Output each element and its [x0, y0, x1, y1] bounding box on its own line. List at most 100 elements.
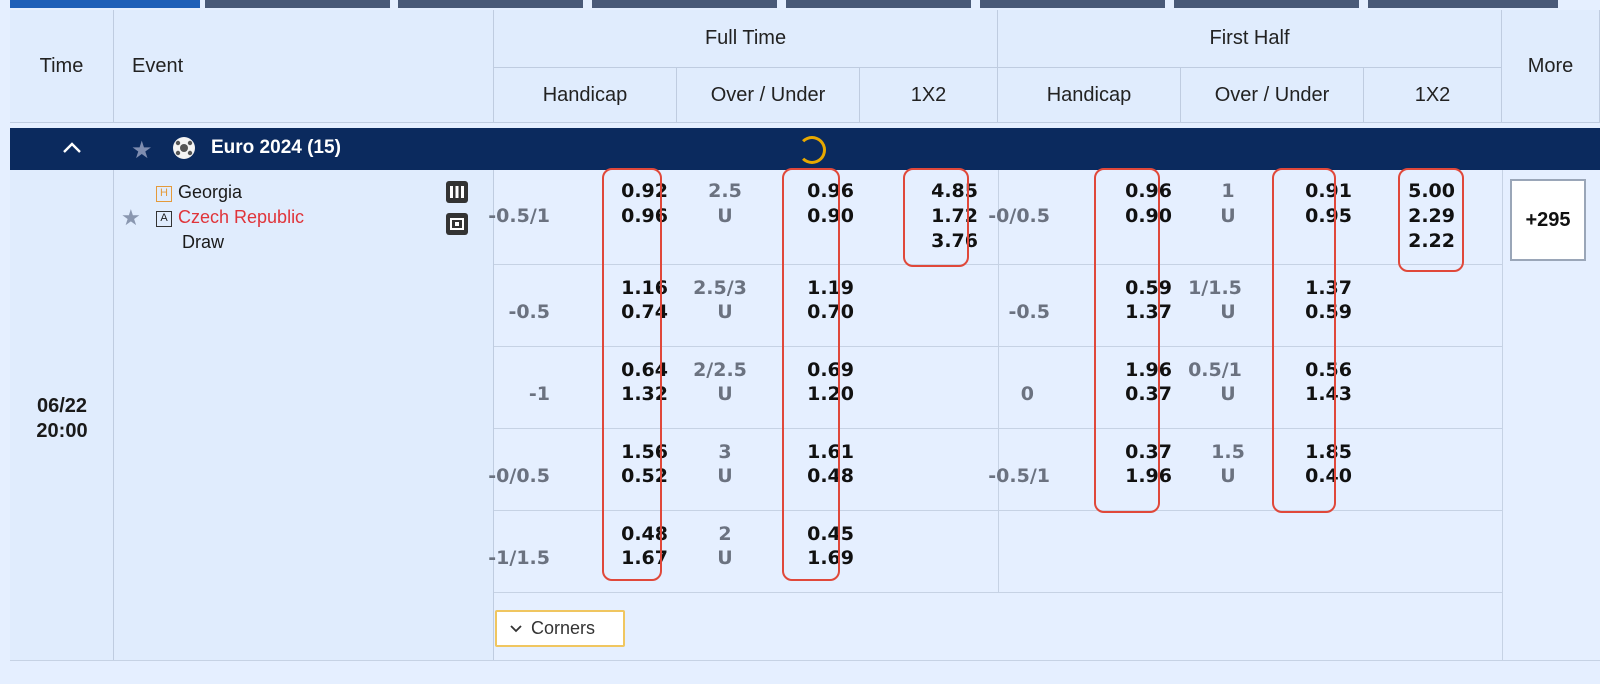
ft-under-odds[interactable]: 1.69 — [807, 547, 854, 569]
header-full-time: Full Time — [494, 10, 998, 68]
fh-ou-line: 1.5 — [1211, 441, 1245, 463]
highlight-box — [782, 168, 840, 581]
highlight-box — [1094, 168, 1160, 513]
stats-icon[interactable] — [446, 181, 468, 203]
header-fh-1x2: 1X2 — [1364, 68, 1502, 123]
highlight-box — [903, 168, 969, 267]
fh-over-odds[interactable]: 0.56 — [1305, 359, 1352, 381]
fh-ou-line: 1 — [1221, 180, 1235, 202]
ft-ou-line: 2/2.5 — [693, 359, 747, 381]
ft-over-odds[interactable]: 1.19 — [807, 277, 854, 299]
ft-under-odds[interactable]: 1.20 — [807, 383, 854, 405]
ft-under-odds[interactable]: 0.70 — [807, 301, 854, 323]
chevron-up-icon[interactable] — [58, 134, 86, 162]
ft-ou-line: 2 — [718, 523, 732, 545]
away-team[interactable]: A Czech Republic — [156, 205, 304, 230]
ft-handicap-away-odds[interactable]: 0.96 — [621, 205, 668, 227]
fh-under-odds[interactable]: 0.40 — [1305, 465, 1352, 487]
favorite-star-icon[interactable]: ★ — [121, 205, 141, 230]
ft-over-odds[interactable]: 1.61 — [807, 441, 854, 463]
header-fh-over-under: Over / Under — [1181, 68, 1364, 123]
ft-handicap-away-odds[interactable]: 1.32 — [621, 383, 668, 405]
fh-handicap-home-odds[interactable]: 0.37 — [1125, 441, 1172, 463]
away-team-name: Czech Republic — [178, 207, 305, 227]
fh-handicap-home-odds[interactable]: 0.96 — [1125, 180, 1172, 202]
corners-toggle-button[interactable]: Corners — [495, 610, 625, 647]
header-first-half: First Half — [998, 10, 1502, 68]
ft-ou-line: 2.5 — [708, 180, 742, 202]
event-cell: H Georgia ★ A Czech Republic Draw — [114, 170, 494, 680]
fh-handicap-away-odds[interactable]: 1.37 — [1125, 301, 1172, 323]
ft-handicap-line: -1 — [528, 383, 550, 405]
ft-handicap-line: -1/1.5 — [488, 547, 550, 569]
match-date: 06/22 — [36, 395, 88, 417]
league-row[interactable]: ★ Euro 2024 (15) — [10, 128, 1600, 170]
tab-strip[interactable] — [1174, 0, 1359, 8]
time-cell: 06/22 20:00 — [10, 170, 114, 680]
fh-handicap-away-odds[interactable]: 0.37 — [1125, 383, 1172, 405]
tab-strip[interactable] — [205, 0, 390, 8]
fh-ou-line: 0.5/1 — [1188, 359, 1242, 381]
fh-under-odds[interactable]: 0.59 — [1305, 301, 1352, 323]
ft-1x2-draw-odds[interactable]: 3.76 — [931, 230, 978, 252]
fh-handicap-away-odds[interactable]: 1.96 — [1125, 465, 1172, 487]
match-kickoff: 20:00 — [36, 420, 88, 442]
fh-under-odds[interactable]: 1.43 — [1305, 383, 1352, 405]
tab-strip[interactable] — [786, 0, 971, 8]
tab-strip[interactable] — [592, 0, 777, 8]
tab-strip-active[interactable] — [10, 0, 200, 8]
star-icon[interactable]: ★ — [131, 137, 153, 164]
live-tv-icon[interactable] — [446, 213, 468, 235]
ft-over-odds[interactable]: 0.45 — [807, 523, 854, 545]
ft-handicap-home-odds[interactable]: 1.16 — [621, 277, 668, 299]
header-event: Event — [114, 10, 494, 123]
fh-1x2-home-odds[interactable]: 5.00 — [1408, 180, 1455, 202]
header-ft-handicap: Handicap — [494, 68, 677, 123]
fh-handicap-home-odds[interactable]: 0.59 — [1125, 277, 1172, 299]
header-fh-handicap: Handicap — [998, 68, 1181, 123]
ft-1x2-away-odds[interactable]: 1.72 — [931, 205, 978, 227]
tab-strip[interactable] — [398, 0, 583, 8]
fh-handicap-home-odds[interactable]: 1.96 — [1125, 359, 1172, 381]
highlight-box — [1398, 168, 1464, 272]
more-bets-button[interactable]: +295 — [1510, 179, 1586, 261]
league-logo-icon — [173, 137, 195, 159]
match-time: 06/22 20:00 — [10, 394, 114, 444]
header-ft-1x2: 1X2 — [860, 68, 998, 123]
header-time: Time — [10, 10, 114, 123]
tab-strip[interactable] — [1368, 0, 1558, 8]
fh-ou-line: 1/1.5 — [1188, 277, 1242, 299]
highlight-box — [602, 168, 662, 581]
home-badge: H — [156, 186, 172, 202]
ft-ou-under-label: U — [717, 205, 733, 227]
fh-ou-under-label: U — [1220, 205, 1236, 227]
ft-over-odds[interactable]: 0.69 — [807, 359, 854, 381]
ft-handicap-away-odds[interactable]: 0.52 — [621, 465, 668, 487]
fh-over-odds[interactable]: 0.91 — [1305, 180, 1352, 202]
ft-ou-under-label: U — [717, 547, 733, 569]
fh-handicap-away-odds[interactable]: 0.90 — [1125, 205, 1172, 227]
fh-over-odds[interactable]: 1.37 — [1305, 277, 1352, 299]
fh-ou-under-label: U — [1220, 383, 1236, 405]
fh-ou-under-label: U — [1220, 465, 1236, 487]
ft-handicap-home-odds[interactable]: 0.92 — [621, 180, 668, 202]
fh-1x2-draw-odds[interactable]: 2.22 — [1408, 230, 1455, 252]
ft-handicap-home-odds[interactable]: 0.64 — [621, 359, 668, 381]
fh-over-odds[interactable]: 1.85 — [1305, 441, 1352, 463]
ft-1x2-home-odds[interactable]: 4.85 — [931, 180, 978, 202]
ft-handicap-home-odds[interactable]: 1.56 — [621, 441, 668, 463]
ft-handicap-away-odds[interactable]: 1.67 — [621, 547, 668, 569]
ft-under-odds[interactable]: 0.48 — [807, 465, 854, 487]
ft-handicap-home-odds[interactable]: 0.48 — [621, 523, 668, 545]
fh-1x2-away-odds[interactable]: 2.29 — [1408, 205, 1455, 227]
ft-over-odds[interactable]: 0.96 — [807, 180, 854, 202]
ft-handicap-away-odds[interactable]: 0.74 — [621, 301, 668, 323]
tab-strip[interactable] — [980, 0, 1165, 8]
draw-label: Draw — [182, 232, 225, 252]
col-divider — [998, 170, 999, 592]
row-divider — [494, 592, 1502, 593]
fh-under-odds[interactable]: 0.95 — [1305, 205, 1352, 227]
ft-under-odds[interactable]: 0.90 — [807, 205, 854, 227]
home-team[interactable]: H Georgia — [156, 180, 242, 205]
